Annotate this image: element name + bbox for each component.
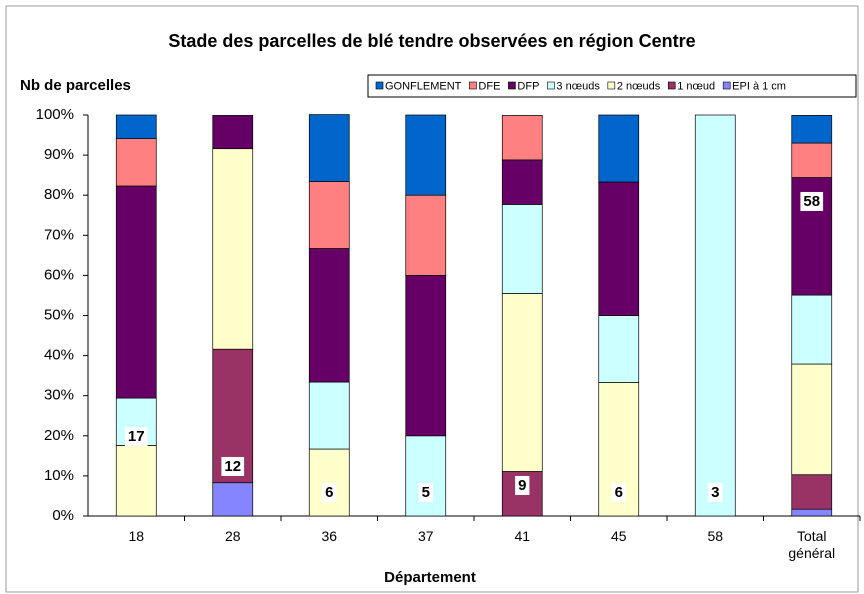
bar-segment [501,293,543,472]
legend-swatch [722,81,731,90]
data-label: 3 [711,484,719,501]
data-label: 9 [518,477,526,494]
data-label: 58 [803,193,820,210]
x-tick-label: 18 [128,528,145,544]
x-tick-label: 41 [514,528,531,544]
bar-segment [405,275,447,437]
legend-label: EPI à 1 cm [732,80,786,92]
bar-segment [115,185,157,399]
data-label-bg [800,191,824,211]
bar-segment [308,181,350,249]
x-tick-label: 58 [707,528,724,544]
legend-swatch [508,81,516,90]
y-tick-label: 0% [52,507,74,524]
y-tick-label: 100% [36,106,74,123]
bar-segment [791,142,833,178]
x-tick-label: 37 [417,528,434,544]
data-label: 12 [224,458,241,475]
bar-segment [598,315,640,383]
legend-swatch [547,81,555,90]
bar-segment [405,114,447,196]
y-tick-label: 40% [44,347,74,364]
legend-swatch [469,81,477,90]
bar-segment [115,114,157,140]
data-label: 5 [422,484,430,501]
data-label-bg [708,482,723,502]
y-tick-label: 20% [44,427,74,444]
legend-label: 2 nœuds [617,80,661,92]
data-label: 6 [615,484,623,501]
legend-swatch [375,81,384,90]
data-label: 17 [128,428,145,445]
x-tick-label: 36 [321,528,338,544]
chart-title: Stade des parcelles de blé tendre observ… [168,31,695,51]
y-tick-label: 50% [44,306,74,323]
data-label-bg [515,475,530,495]
bar-segment [405,435,447,517]
x-axis-label: Département [384,569,476,586]
bar-segment [501,204,543,294]
x-tick-label: 45 [610,528,627,544]
bar-segment [791,294,833,365]
bar-segment [115,445,157,517]
y-tick-label: 70% [44,226,74,243]
bar-segment [791,115,833,144]
bar-segment [308,381,350,450]
legend-label: DFE [478,80,500,92]
bar-segment [405,194,447,276]
bar-segment [212,148,254,350]
legend-label: 1 nœud [677,80,715,92]
data-label-bg [418,482,433,502]
data-label-bg [611,482,626,502]
bar-segment [115,138,157,187]
bar-segment [308,114,350,182]
bar-segment [308,248,350,383]
y-axis-label: Nb de parcelles [20,77,131,94]
bar-segment [308,448,350,517]
data-label-bg [322,482,337,502]
bar-segment [791,474,833,510]
bar-segment [501,159,543,205]
bar-segment [212,115,254,150]
legend-swatch [607,81,616,90]
y-tick-label: 60% [44,266,74,283]
bar-segment [598,114,640,183]
data-label-bg [124,426,148,446]
y-tick-label: 10% [44,467,74,484]
legend-label: DFP [517,80,539,92]
y-tick-label: 30% [44,387,74,404]
x-tick-label: 28 [224,528,241,544]
data-label-bg [221,456,245,476]
bar-segment [212,482,254,517]
bar-segment [501,115,543,161]
legend-swatch [667,81,676,90]
y-tick-label: 80% [44,186,74,203]
legend-label: GONFLEMENT [385,80,462,92]
data-label: 6 [325,484,333,501]
y-tick-label: 90% [44,146,74,163]
bar-segment [694,114,736,517]
bar-segment [598,181,640,316]
bar-segment [791,363,833,476]
bar-segment [791,508,833,517]
legend-label: 3 nœuds [556,80,600,92]
x-tick-label: Total général [788,528,836,561]
